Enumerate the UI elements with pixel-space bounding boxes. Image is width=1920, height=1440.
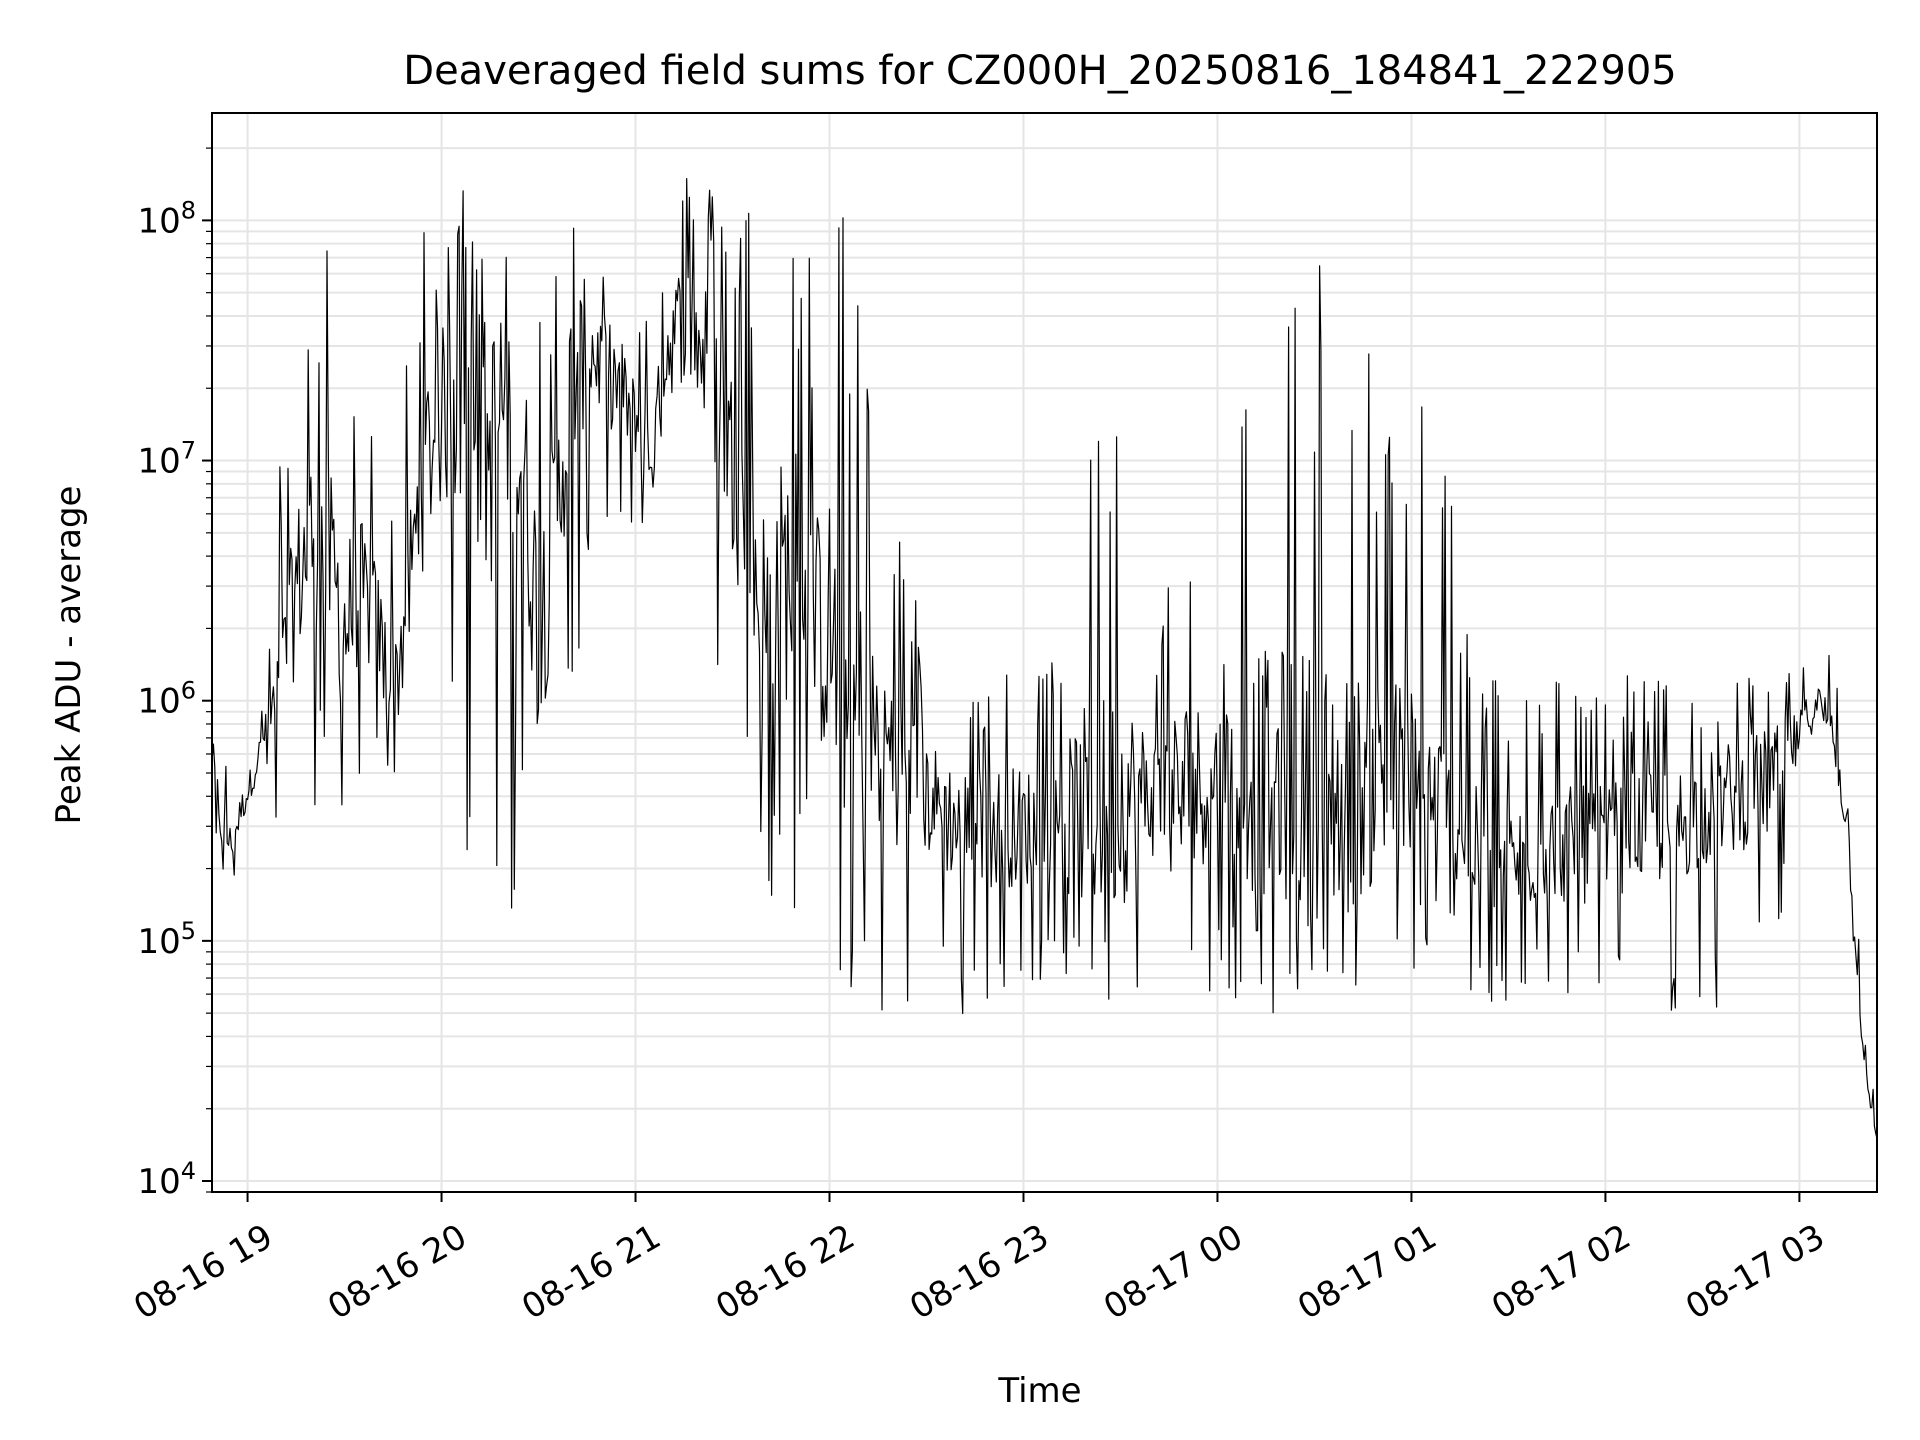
y-tick-base: 10: [137, 201, 180, 241]
y-tick-exponent: 4: [181, 1157, 196, 1185]
plot-frame: [211, 112, 1878, 1193]
y-tick-exponent: 6: [181, 677, 196, 705]
y-tick-label: 108: [137, 196, 196, 241]
y-tick-label: 107: [137, 437, 196, 482]
y-tick-base: 10: [137, 442, 180, 482]
y-tick-base: 10: [137, 922, 180, 962]
series-line: [212, 178, 1877, 1139]
y-tick-exponent: 7: [181, 437, 196, 465]
x-axis-label: Time: [997, 1371, 1081, 1411]
y-tick-base: 10: [137, 1162, 180, 1202]
y-tick-base: 10: [137, 682, 180, 722]
y-tick-exponent: 5: [181, 917, 196, 945]
y-axis-label: Peak ADU - average: [49, 486, 89, 825]
y-tick-label: 104: [137, 1157, 196, 1202]
y-tick-label: 106: [137, 677, 196, 722]
y-tick-label: 105: [137, 917, 196, 962]
y-tick-exponent: 8: [181, 196, 196, 224]
chart-title: Deaveraged field sums for CZ000H_2025081…: [403, 48, 1676, 94]
series-group: [212, 178, 1877, 1139]
data-series: [212, 178, 1877, 1139]
